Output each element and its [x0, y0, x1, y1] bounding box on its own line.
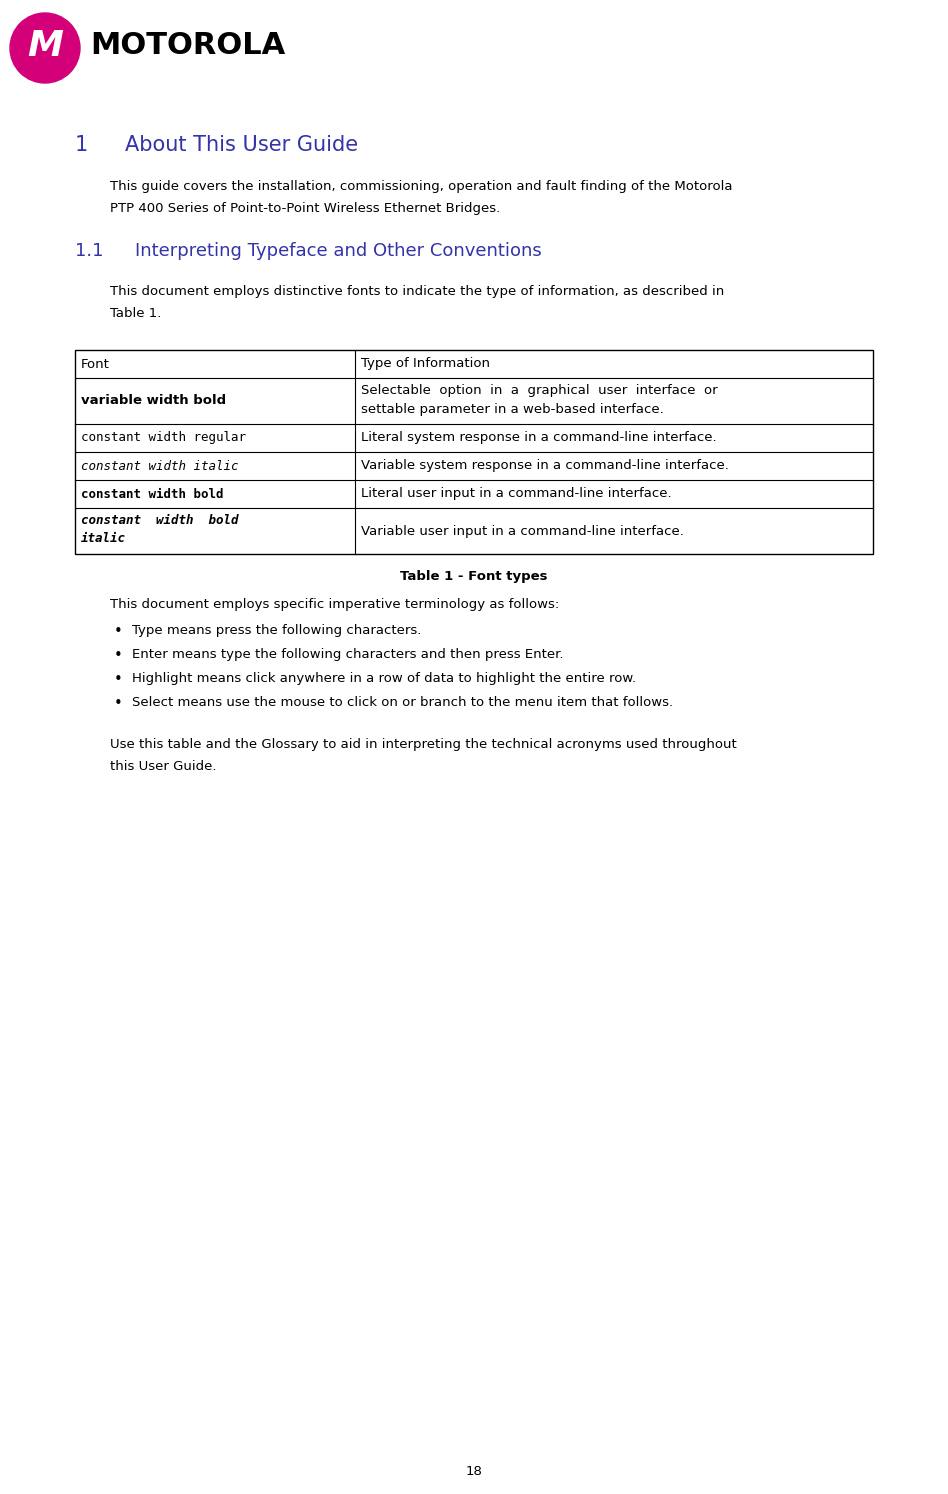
- Text: 18: 18: [465, 1466, 483, 1478]
- Text: constant width italic: constant width italic: [81, 460, 239, 472]
- Text: •: •: [114, 672, 122, 687]
- Text: This guide covers the installation, commissioning, operation and fault finding o: This guide covers the installation, comm…: [110, 179, 733, 193]
- Text: settable parameter in a web-based interface.: settable parameter in a web-based interf…: [361, 403, 664, 415]
- Text: Highlight means click anywhere in a row of data to highlight the entire row.: Highlight means click anywhere in a row …: [132, 672, 636, 686]
- Text: Variable user input in a command-line interface.: Variable user input in a command-line in…: [361, 524, 684, 538]
- Text: constant width regular: constant width regular: [81, 432, 246, 445]
- Text: Literal user input in a command-line interface.: Literal user input in a command-line int…: [361, 487, 671, 500]
- Text: •: •: [114, 624, 122, 639]
- Text: Select means use the mouse to click on or branch to the menu item that follows.: Select means use the mouse to click on o…: [132, 696, 673, 710]
- Text: Table 1.: Table 1.: [110, 306, 161, 320]
- Text: •: •: [114, 648, 122, 663]
- Text: 1.1: 1.1: [75, 242, 103, 260]
- Text: Selectable  option  in  a  graphical  user  interface  or: Selectable option in a graphical user in…: [361, 384, 718, 397]
- Text: constant  width  bold: constant width bold: [81, 514, 239, 527]
- Text: This document employs distinctive fonts to indicate the type of information, as : This document employs distinctive fonts …: [110, 285, 724, 297]
- Text: this User Guide.: this User Guide.: [110, 760, 216, 772]
- Circle shape: [10, 13, 80, 84]
- Text: Ⓜ: Ⓜ: [29, 19, 61, 72]
- Text: constant width bold: constant width bold: [81, 487, 224, 500]
- Text: This document employs specific imperative terminology as follows:: This document employs specific imperativ…: [110, 598, 559, 611]
- Text: •: •: [114, 696, 122, 711]
- Text: PTP 400 Series of Point-to-Point Wireless Ethernet Bridges.: PTP 400 Series of Point-to-Point Wireles…: [110, 202, 501, 215]
- Text: variable width bold: variable width bold: [81, 394, 227, 408]
- Text: Type means press the following characters.: Type means press the following character…: [132, 624, 421, 636]
- Bar: [75, 350, 873, 554]
- Text: 1: 1: [75, 134, 88, 155]
- Text: Interpreting Typeface and Other Conventions: Interpreting Typeface and Other Conventi…: [135, 242, 541, 260]
- Text: M: M: [27, 28, 63, 63]
- Text: Type of Information: Type of Information: [361, 357, 490, 371]
- Text: Table 1 - Font types: Table 1 - Font types: [400, 571, 548, 583]
- Text: About This User Guide: About This User Guide: [125, 134, 358, 155]
- Text: Variable system response in a command-line interface.: Variable system response in a command-li…: [361, 460, 729, 472]
- Text: Font: Font: [81, 357, 110, 371]
- Text: italic: italic: [81, 532, 126, 545]
- Text: Use this table and the Glossary to aid in interpreting the technical acronyms us: Use this table and the Glossary to aid i…: [110, 738, 737, 751]
- Text: MOTOROLA: MOTOROLA: [90, 31, 285, 60]
- Text: Enter means type the following characters and then press Enter.: Enter means type the following character…: [132, 648, 563, 660]
- Text: Literal system response in a command-line interface.: Literal system response in a command-lin…: [361, 432, 717, 445]
